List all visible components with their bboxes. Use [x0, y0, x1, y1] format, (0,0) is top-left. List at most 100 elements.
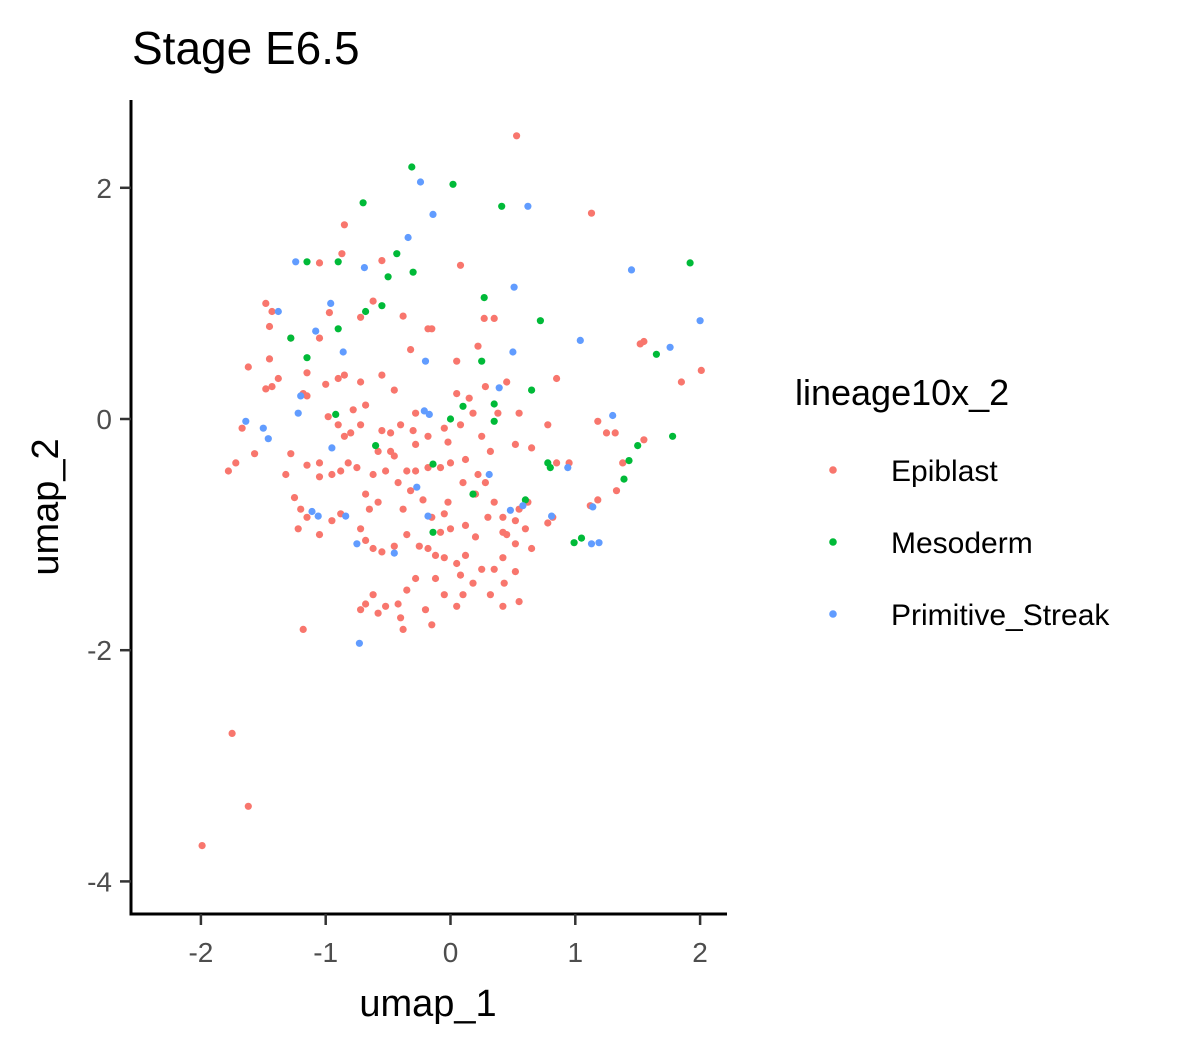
- data-point: [461, 551, 470, 560]
- data-point: [625, 457, 633, 465]
- data-point: [357, 378, 365, 386]
- data-point: [259, 424, 267, 432]
- data-point: [407, 346, 415, 354]
- data-point: [397, 421, 405, 429]
- data-point: [480, 294, 488, 302]
- data-point: [393, 250, 401, 258]
- data-point: [652, 350, 661, 358]
- data-point: [353, 540, 361, 548]
- legend-item: Mesoderm: [829, 527, 1033, 560]
- data-point: [528, 386, 536, 394]
- data-point: [444, 438, 452, 446]
- data-point: [369, 591, 377, 599]
- data-point: [519, 502, 527, 510]
- data-point: [553, 459, 561, 467]
- data-point: [513, 132, 521, 140]
- y-tick-label: 2: [96, 173, 112, 204]
- data-point: [244, 363, 252, 371]
- data-point: [303, 369, 311, 377]
- data-point: [528, 444, 536, 452]
- x-tick-label: -1: [313, 937, 338, 968]
- data-point: [265, 322, 274, 331]
- data-point: [521, 525, 530, 533]
- data-point: [334, 374, 342, 383]
- data-point: [369, 470, 377, 479]
- data-point: [378, 257, 386, 265]
- data-point: [359, 199, 367, 207]
- data-point: [334, 258, 342, 266]
- data-point: [425, 410, 433, 418]
- data-point: [372, 442, 380, 450]
- data-point: [412, 409, 420, 417]
- data-point: [440, 424, 448, 432]
- data-point: [294, 525, 302, 533]
- data-point: [589, 503, 597, 511]
- data-point: [303, 513, 311, 521]
- data-point: [480, 314, 488, 322]
- data-point: [390, 386, 398, 394]
- data-point: [490, 565, 498, 573]
- data-point: [328, 444, 336, 452]
- data-point: [282, 470, 290, 479]
- y-axis-title: umap_2: [25, 438, 67, 575]
- data-point: [325, 309, 333, 317]
- legend-key: [829, 538, 837, 546]
- legend: lineage10x_2 Epiblast Mesoderm Primitive_S…: [795, 372, 1110, 632]
- data-point: [399, 625, 407, 634]
- data-point: [490, 417, 498, 425]
- data-point: [228, 729, 236, 738]
- series-mesoderm: [287, 163, 694, 547]
- data-point: [431, 574, 440, 583]
- data-point: [365, 505, 373, 513]
- data-point: [339, 348, 347, 356]
- data-point: [378, 302, 386, 310]
- data-point: [486, 447, 494, 455]
- data-point: [503, 378, 511, 386]
- data-point: [242, 417, 250, 425]
- data-point: [677, 378, 686, 386]
- data-point: [469, 409, 477, 417]
- data-point: [528, 544, 536, 553]
- data-point: [387, 447, 395, 455]
- data-point: [446, 525, 455, 533]
- data-point: [403, 531, 411, 539]
- data-point: [515, 598, 523, 606]
- data-point: [570, 539, 578, 547]
- data-point: [315, 459, 324, 467]
- data-point: [362, 600, 370, 608]
- data-point: [274, 307, 282, 316]
- data-point: [587, 209, 596, 217]
- x-axis-ticks: -2 -1 0 1 2: [188, 914, 708, 968]
- legend-items: Epiblast Mesoderm Primitive_Streak: [829, 455, 1110, 632]
- data-point: [362, 307, 370, 316]
- data-point: [511, 568, 519, 576]
- data-point: [509, 348, 517, 356]
- data-point: [499, 554, 507, 562]
- data-point: [484, 513, 492, 521]
- data-point: [315, 531, 324, 539]
- data-point: [251, 450, 259, 458]
- data-point: [424, 325, 432, 333]
- data-point: [382, 602, 390, 610]
- data-point: [429, 460, 437, 468]
- data-point: [634, 442, 642, 450]
- data-point: [382, 467, 390, 475]
- data-point: [314, 512, 322, 520]
- data-point: [412, 574, 420, 583]
- data-point: [481, 479, 489, 487]
- data-point: [264, 435, 272, 443]
- data-point: [686, 259, 694, 267]
- data-point: [595, 539, 603, 547]
- legend-label: Mesoderm: [891, 527, 1033, 560]
- data-point: [577, 534, 586, 542]
- x-axis-title: umap_1: [359, 983, 496, 1025]
- data-point: [511, 517, 519, 525]
- legend-item: Primitive_Streak: [829, 599, 1110, 632]
- data-point: [198, 842, 206, 850]
- data-point: [494, 409, 502, 417]
- data-point: [287, 334, 295, 342]
- data-point: [355, 639, 363, 647]
- data-point: [374, 609, 382, 617]
- y-tick-label: -2: [87, 635, 112, 666]
